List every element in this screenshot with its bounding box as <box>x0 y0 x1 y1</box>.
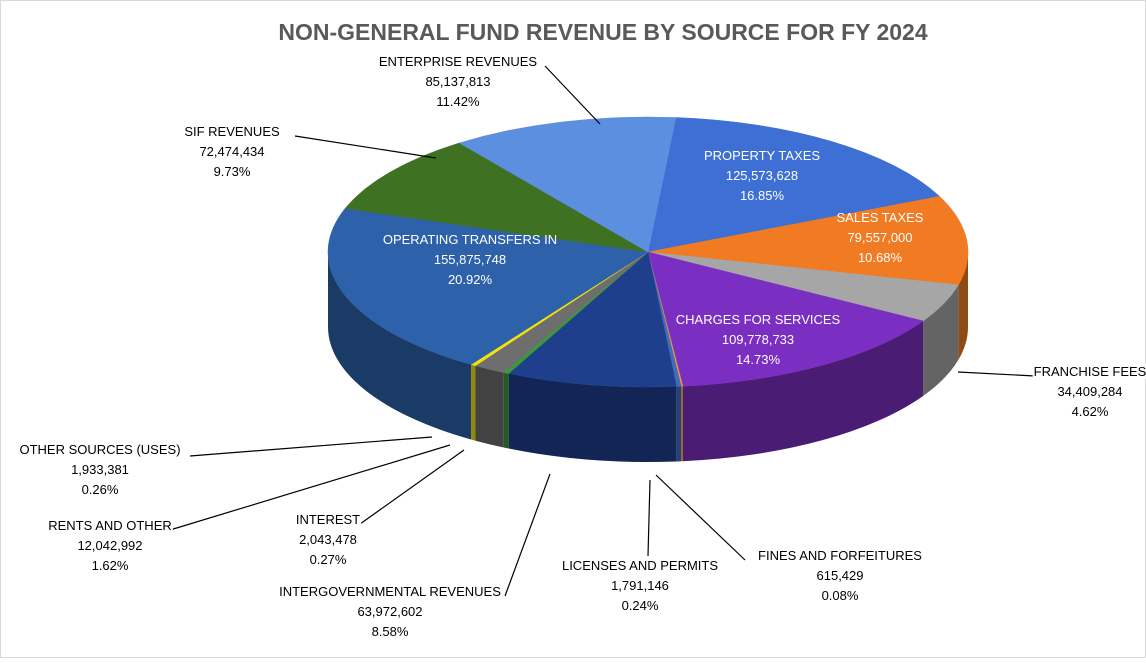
slice <box>647 251 924 387</box>
slice <box>327 208 649 365</box>
leader-line <box>294 135 437 159</box>
slice-value-label: 72,474,434 <box>199 144 264 159</box>
leader-line <box>359 449 465 525</box>
slice-side <box>475 365 504 448</box>
slice-value-label: 34,409,284 <box>1057 384 1122 399</box>
label-bg <box>560 558 720 573</box>
label-bg <box>308 552 348 567</box>
label-bg <box>278 584 503 599</box>
leader-line <box>504 473 551 597</box>
slice-side <box>923 284 959 396</box>
chart-title: NON-GENERAL FUND REVENUE BY SOURCE FOR F… <box>278 19 927 45</box>
slice-side <box>958 252 968 360</box>
slice-percent-label: 11.42% <box>436 94 480 109</box>
slice-label: PROPERTY TAXES <box>704 148 820 163</box>
slice-side <box>681 386 683 462</box>
label-bg <box>1056 384 1124 399</box>
slice-value-label: 1,791,146 <box>611 578 669 593</box>
label-bg <box>298 532 358 547</box>
leader-line <box>647 479 651 557</box>
leader-line <box>189 436 433 457</box>
label-bg <box>757 548 924 563</box>
slice-value-label: 79,557,000 <box>847 230 912 245</box>
slice <box>344 142 649 253</box>
slice-value-label: 2,043,478 <box>299 532 357 547</box>
slice-label: FINES AND FORFEITURES <box>758 548 922 563</box>
slice-label: LICENSES AND PERMITS <box>562 558 718 573</box>
slice-label: INTERGOVERNMENTAL REVENUES <box>279 584 501 599</box>
label-bg <box>294 512 362 527</box>
label-bg <box>198 144 266 159</box>
slice-label: SIF REVENUES <box>184 124 280 139</box>
slice-percent-label: 10.68% <box>858 250 903 265</box>
slice-label: ENTERPRISE REVENUES <box>379 54 538 69</box>
label-bg <box>1070 404 1110 419</box>
slice-value-label: 109,778,733 <box>722 332 794 347</box>
label-bg <box>356 604 424 619</box>
slice-percent-label: 0.27% <box>310 552 347 567</box>
slice-value-label: 1,933,381 <box>71 462 129 477</box>
slice-label: OPERATING TRANSFERS IN <box>383 232 557 247</box>
label-bg <box>76 538 144 553</box>
slice-value-label: 125,573,628 <box>726 168 798 183</box>
slice-side <box>503 372 509 449</box>
leader-line <box>655 474 746 561</box>
slice-percent-label: 16.85% <box>740 188 785 203</box>
label-bg <box>18 442 182 457</box>
slice-percent-label: 0.24% <box>622 598 659 613</box>
label-bg <box>424 74 492 89</box>
slice-percent-label: 0.26% <box>82 482 119 497</box>
slice-value-label: 85,137,813 <box>425 74 490 89</box>
leader-line <box>957 371 1036 377</box>
slice <box>508 251 677 388</box>
slice-side <box>682 320 924 462</box>
label-bg <box>1032 364 1146 379</box>
slice-percent-label: 4.62% <box>1072 404 1109 419</box>
label-bg <box>47 518 173 533</box>
slice-side <box>508 373 677 463</box>
label-bg <box>212 164 252 179</box>
slice <box>647 196 969 286</box>
slice-label: SALES TAXES <box>837 210 924 225</box>
slice <box>647 117 941 253</box>
leader-line <box>544 65 601 125</box>
label-bg <box>435 94 481 109</box>
slice-value-label: 615,429 <box>817 568 864 583</box>
label-bg <box>80 482 120 497</box>
leader-line <box>169 444 451 531</box>
slice-label: INTEREST <box>296 512 360 527</box>
slice-label: RENTS AND OTHER <box>48 518 172 533</box>
label-bg <box>620 598 660 613</box>
label-bg <box>610 578 670 593</box>
slice-label: CHARGES FOR SERVICES <box>676 312 841 327</box>
slice-value-label: 12,042,992 <box>77 538 142 553</box>
slice-percent-label: 8.58% <box>372 624 409 639</box>
slice-value-label: 155,875,748 <box>434 252 506 267</box>
label-bg <box>183 124 282 139</box>
slice-value-label: 63,972,602 <box>357 604 422 619</box>
label-bg <box>90 558 130 573</box>
label-bg <box>820 588 860 603</box>
slice-percent-label: 20.92% <box>448 272 493 287</box>
label-bg <box>70 462 130 477</box>
slice <box>458 116 677 253</box>
slice-side <box>676 386 682 462</box>
slice-side <box>471 364 476 441</box>
slice-percent-label: 9.73% <box>214 164 251 179</box>
slice-percent-label: 14.73% <box>736 352 781 367</box>
slice-percent-label: 0.08% <box>822 588 859 603</box>
label-bg <box>370 624 410 639</box>
slice-label: OTHER SOURCES (USES) <box>19 442 180 457</box>
label-bg <box>815 568 865 583</box>
slice-side <box>328 252 472 440</box>
label-bg <box>377 54 539 69</box>
slice-percent-label: 1.62% <box>92 558 129 573</box>
slice-label: FRANCHISE FEES <box>1034 364 1146 379</box>
